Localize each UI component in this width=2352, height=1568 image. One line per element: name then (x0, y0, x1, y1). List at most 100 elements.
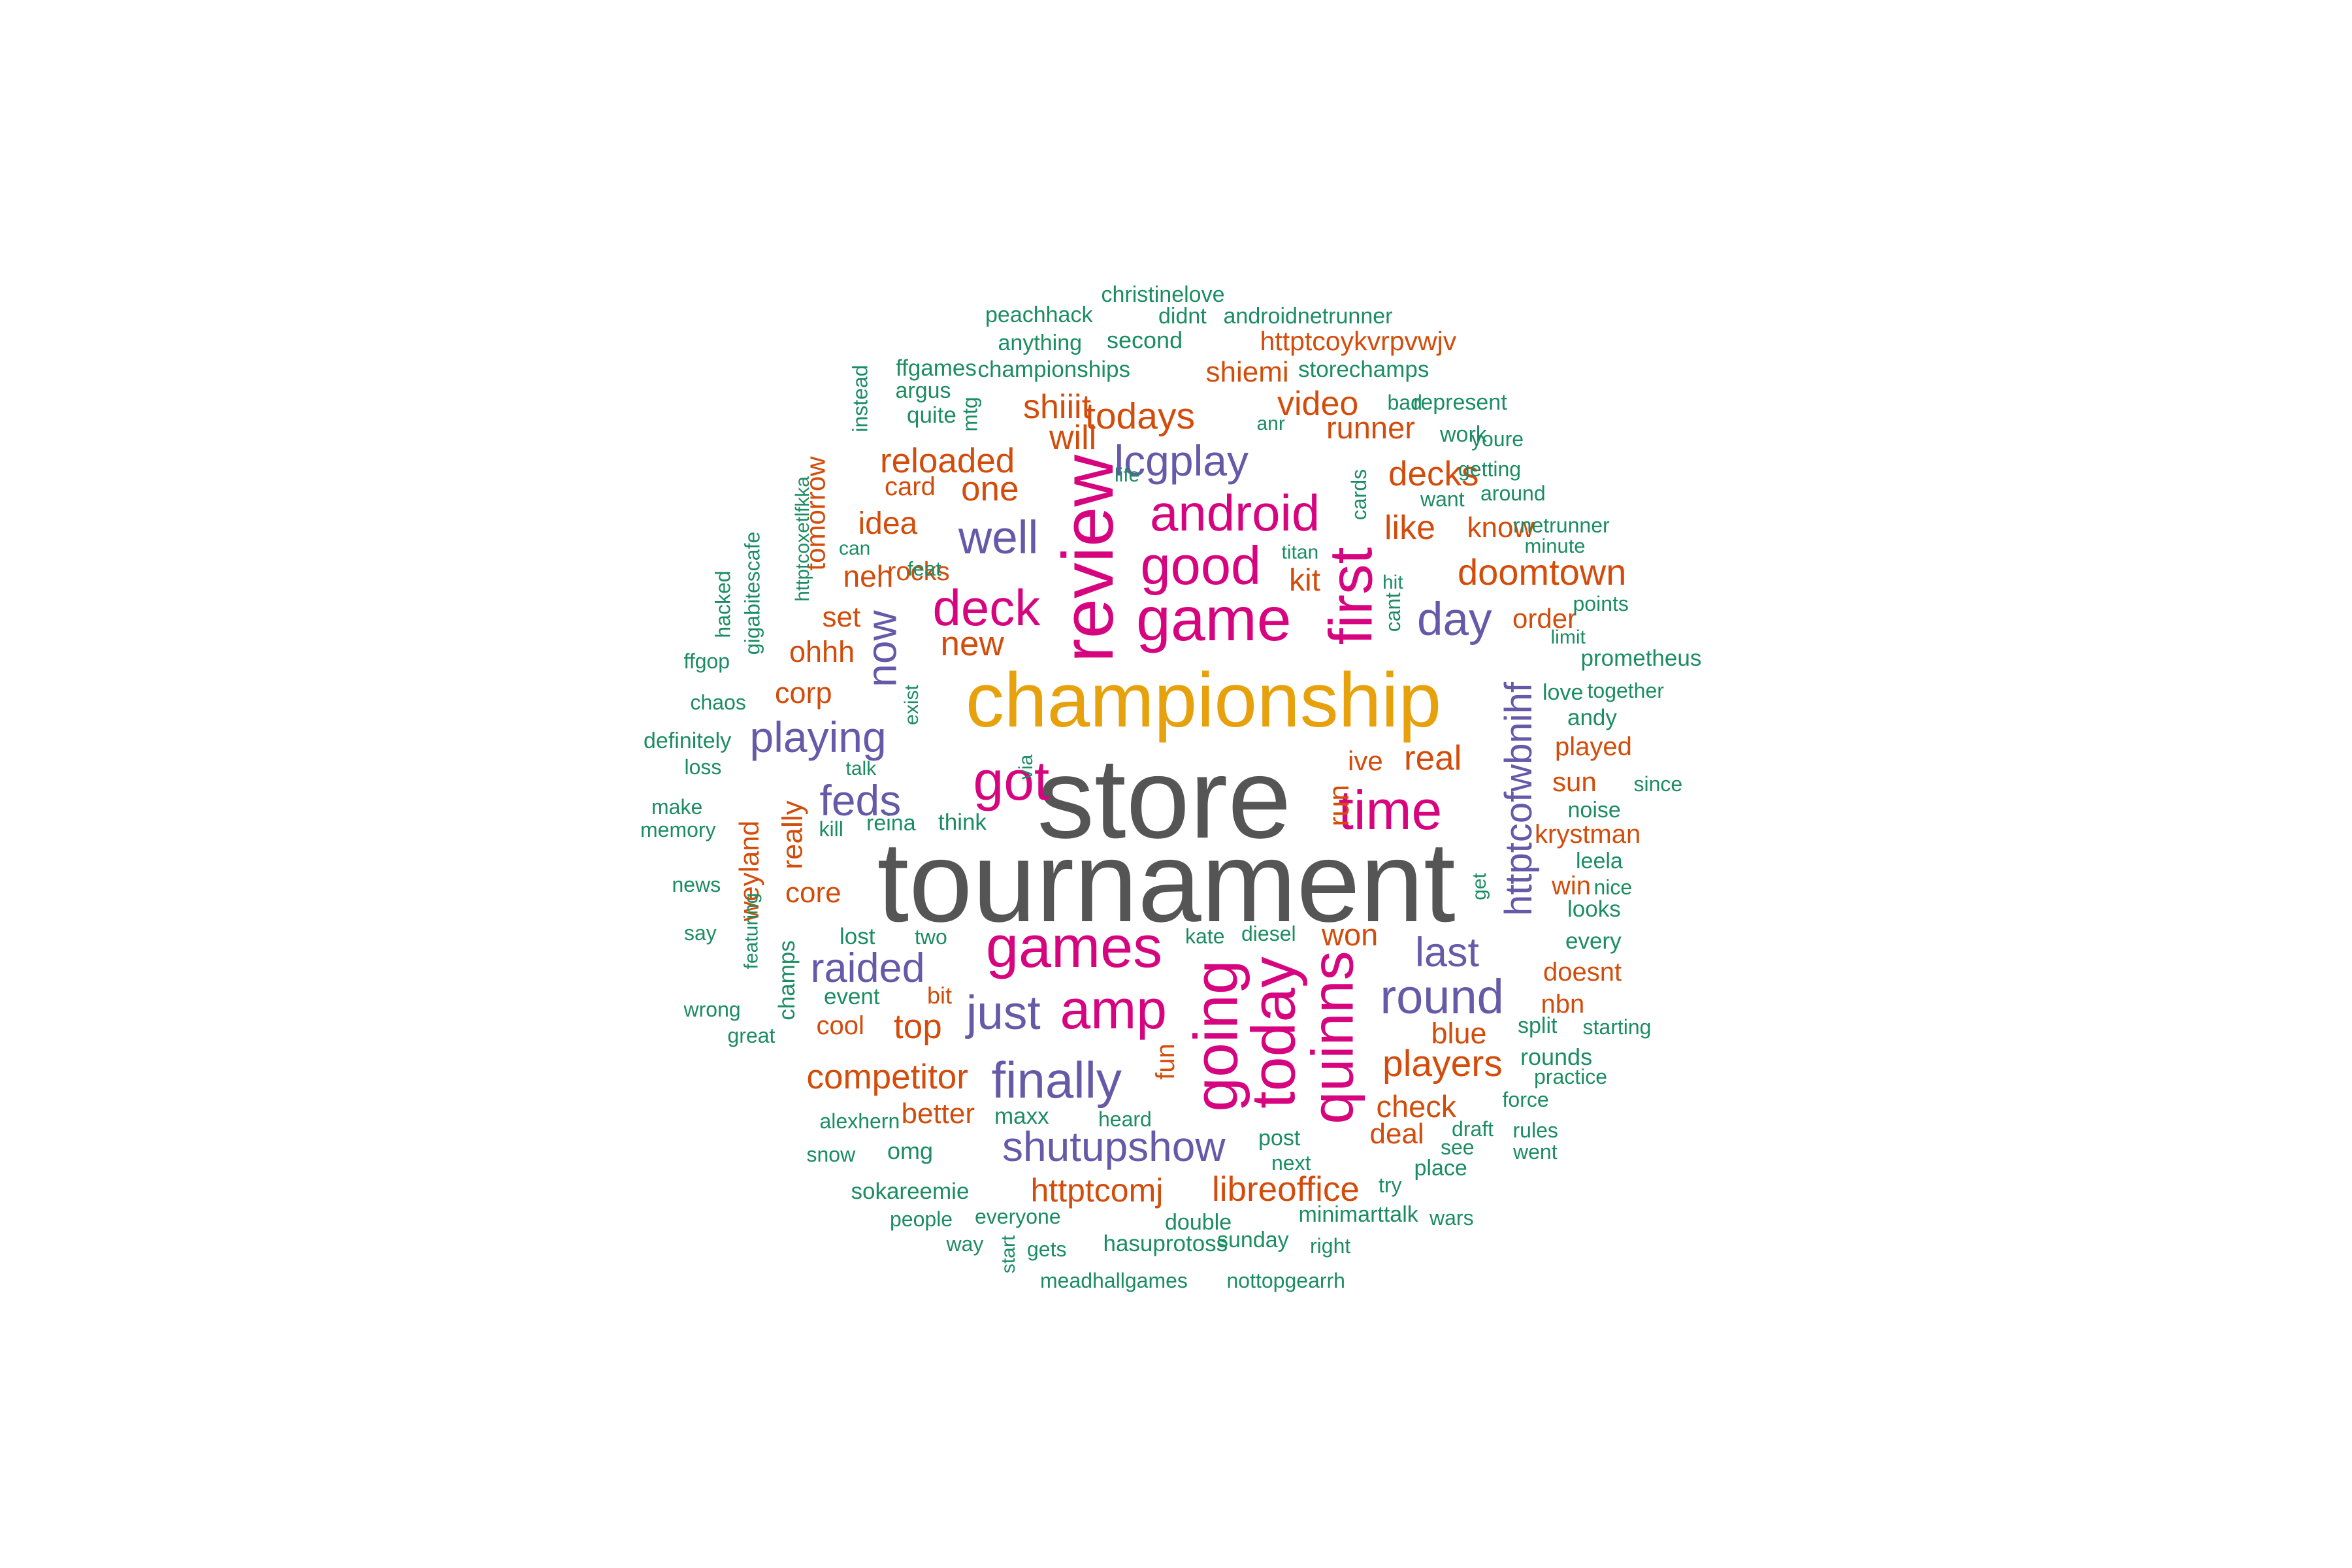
word-nbn: nbn (1541, 990, 1585, 1019)
word-people: people (890, 1207, 953, 1231)
word-round: round (1380, 970, 1504, 1024)
word-right: right (1310, 1234, 1351, 1258)
word-championship: championship (966, 657, 1442, 743)
word-reloaded: reloaded (880, 441, 1015, 480)
word-limit: limit (1550, 627, 1586, 648)
word-blue: blue (1431, 1016, 1487, 1050)
word-see: see (1441, 1135, 1475, 1159)
word-gets: gets (1027, 1237, 1067, 1261)
word-went: went (1513, 1140, 1558, 1164)
word-featuring: featuring (740, 892, 762, 970)
word-next: next (1271, 1151, 1311, 1175)
word-every: every (1565, 928, 1622, 954)
word-post: post (1258, 1126, 1301, 1151)
word-youre: youre (1471, 427, 1524, 451)
word-games: games (986, 915, 1163, 980)
word-finally: finally (991, 1051, 1122, 1109)
word-lcgplay: lcgplay (1114, 436, 1249, 485)
word-heard: heard (1098, 1107, 1152, 1131)
word-get: get (1468, 873, 1490, 900)
word-anr: anr (1256, 413, 1285, 434)
word-libreoffice: libreoffice (1212, 1169, 1360, 1209)
word-instead: instead (848, 365, 872, 433)
word-video: video (1277, 385, 1359, 423)
word-getting: getting (1458, 457, 1522, 481)
word-chaos: chaos (690, 691, 746, 714)
word-decks: decks (1388, 454, 1479, 493)
word-argus: argus (895, 378, 951, 403)
word-rnetrunner: rnetrunner (1513, 514, 1610, 537)
word-kit: kit (1289, 563, 1320, 598)
word-reina: reina (866, 811, 916, 836)
word-just: just (966, 986, 1041, 1039)
word-won: won (1322, 917, 1379, 952)
word-quinns: quinns (1300, 951, 1366, 1124)
word-runner: runner (1326, 410, 1415, 445)
word-gigabitescafe: gigabitescafe (740, 531, 764, 655)
word-split: split (1518, 1013, 1558, 1038)
word-cool: cool (816, 1011, 864, 1040)
word-run: run (1322, 785, 1355, 826)
word-work: work (1440, 422, 1487, 447)
word-titan: titan (1281, 542, 1319, 563)
word-wars: wars (1429, 1206, 1474, 1230)
word-players: players (1382, 1042, 1503, 1085)
word-event: event (824, 983, 880, 1009)
word-maxx: maxx (994, 1103, 1049, 1129)
word-neh: neh (843, 559, 894, 593)
word-deck: deck (932, 579, 1041, 636)
word-store: store (1037, 734, 1292, 862)
word-mtg: mtg (958, 397, 982, 432)
word-talk: talk (845, 758, 877, 779)
word-try: try (1379, 1173, 1402, 1197)
word-definitely: definitely (644, 728, 732, 753)
word-todays: todays (1085, 395, 1195, 437)
word-minute: minute (1524, 534, 1586, 557)
word-httptcoxetlfkka: httptcoxetlfkka (791, 476, 813, 602)
word-nottopgearrh: nottopgearrh (1226, 1269, 1345, 1292)
word-well: well (958, 512, 1039, 564)
word-anything: anything (998, 331, 1083, 355)
word-ohhh: ohhh (789, 634, 855, 668)
word-hacked: hacked (711, 570, 735, 638)
word-place: place (1414, 1156, 1467, 1181)
word-hit: hit (1382, 572, 1403, 593)
word-andy: andy (1567, 704, 1617, 730)
word-core: core (785, 877, 841, 909)
word-tournament: tournament (877, 818, 1456, 946)
word-force: force (1502, 1088, 1549, 1111)
word-last: last (1415, 929, 1480, 975)
word-lost: lost (840, 923, 875, 949)
word-via: via (1015, 754, 1037, 780)
word-competitor: competitor (806, 1057, 968, 1096)
word-practice: practice (1534, 1065, 1608, 1088)
word-points: points (1573, 592, 1629, 615)
word-going: going (1181, 959, 1251, 1112)
word-want: want (1420, 487, 1465, 511)
word-news: news (672, 873, 721, 896)
word-win: win (1552, 872, 1592, 900)
word-will: will (1049, 419, 1097, 457)
word-ive: ive (1348, 745, 1383, 776)
word-leela: leela (1576, 849, 1623, 874)
word-sokareemie: sokareemie (851, 1178, 970, 1204)
word-deal: deal (1369, 1118, 1424, 1150)
word-cant: cant (1381, 592, 1405, 632)
word-now: now (858, 610, 906, 687)
word-kill: kill (819, 817, 843, 841)
word-omg: omg (887, 1137, 934, 1164)
word-top: top (894, 1007, 942, 1046)
word-shutupshow: shutupshow (1002, 1123, 1226, 1170)
word-bit: bit (927, 982, 953, 1009)
word-ffgames: ffgames (896, 355, 977, 381)
word-bad: bad (1387, 391, 1422, 414)
word-shiiit: shiiit (1023, 388, 1092, 426)
word-real: real (1404, 738, 1462, 777)
word-playing: playing (749, 713, 887, 761)
word-noise: noise (1567, 798, 1621, 823)
word-amp: amp (1060, 979, 1167, 1040)
word-sun: sun (1552, 766, 1597, 797)
word-together: together (1587, 679, 1664, 702)
word-httptcoykvrpvwjv: httptcoykvrpvwjv (1260, 325, 1457, 356)
